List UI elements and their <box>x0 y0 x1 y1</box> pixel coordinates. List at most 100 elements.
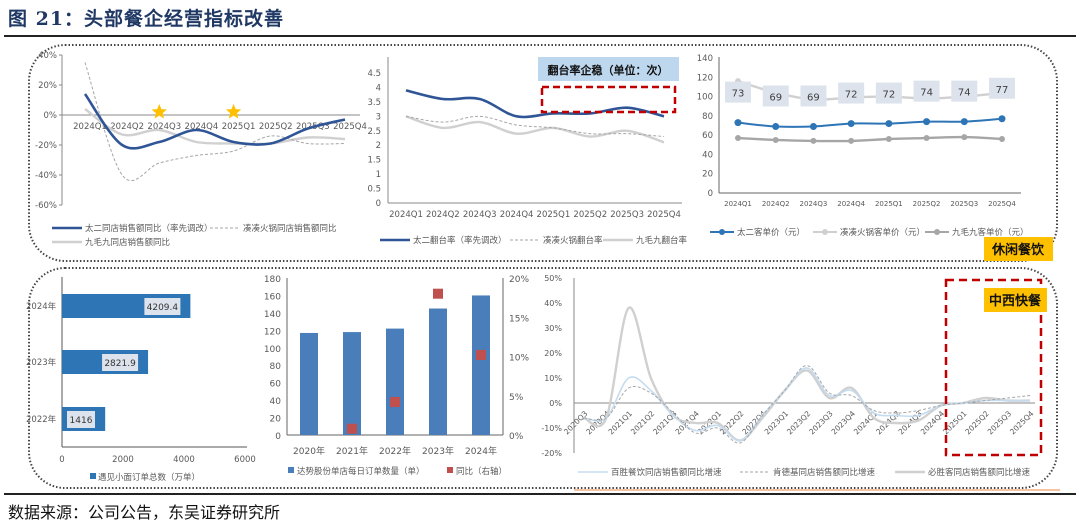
legend-item: 九毛九翻台率 <box>603 235 688 246</box>
data-label-box <box>762 85 789 107</box>
x-tick-label: 2025Q2 <box>913 200 941 208</box>
x-tick-label: 2025Q4 <box>1008 409 1036 437</box>
data-label-box <box>725 81 751 103</box>
data-label: 74 <box>920 88 933 99</box>
data-label-box <box>838 82 865 104</box>
y-tick-label: 0 <box>376 199 381 209</box>
x-tick-label: 2025Q4 <box>333 122 367 132</box>
legend-label: 同比（右轴） <box>456 466 507 477</box>
figure-title: 图 21：头部餐企经营指标改善 <box>8 8 285 30</box>
x-tick-label: 2024Q2 <box>426 210 460 220</box>
y-tick-label: 4 <box>376 83 381 93</box>
y2-tick-label: 10% <box>509 354 529 364</box>
series-line-0 <box>405 89 665 119</box>
x-tick-label: 2024Q3 <box>800 200 828 208</box>
x-tick-label: 4000 <box>173 455 195 465</box>
data-point <box>923 135 930 142</box>
legend-swatch <box>288 467 294 473</box>
x-tick-label: 2025Q2 <box>259 122 293 132</box>
y-tick-label: 2023年 <box>26 357 57 368</box>
data-point <box>999 136 1005 142</box>
yoy-marker <box>476 349 486 360</box>
y2-tick-label: 0% <box>509 432 524 442</box>
y2-tick-label: 15% <box>509 314 529 324</box>
data-label-box <box>989 77 1015 99</box>
legend-label: 九毛九客单价（元） <box>952 227 1029 238</box>
data-point <box>772 122 780 130</box>
x-tick-label: 2024Q1 <box>389 210 423 220</box>
series-line-1 <box>84 62 346 182</box>
x-tick-label: 2025Q4 <box>647 210 681 220</box>
y-tick-label: 20% <box>38 81 57 91</box>
data-label-box <box>913 80 940 102</box>
y-tick-label: 40 <box>270 397 282 407</box>
data-label-box <box>102 354 139 371</box>
data-label: 2821.9 <box>104 359 136 369</box>
y-tick-label: 1.5 <box>367 156 381 166</box>
badge-leisure-dining <box>984 237 1053 261</box>
data-point <box>734 119 742 127</box>
x-tick-label: 2020年 <box>293 445 325 457</box>
x-tick-label: 2024Q1 <box>724 200 752 208</box>
series-line-1 <box>583 364 1031 444</box>
y-tick-label: 20 <box>270 415 282 425</box>
x-tick-label: 2024Q3 <box>147 122 181 132</box>
top-panel-border <box>28 44 1058 262</box>
y-tick-label: -60% <box>35 201 57 211</box>
legend-label: 太二同店销售额同比（率先调改） <box>85 223 213 234</box>
y-tick-label: -40% <box>35 171 57 181</box>
y-tick-label: 120 <box>697 73 713 83</box>
data-label: 77 <box>996 85 1009 96</box>
legend-label: 太二翻台率（率先调改） <box>413 235 507 246</box>
data-label: 69 <box>807 92 820 103</box>
y-tick-label: 0% <box>549 399 562 408</box>
series-line-2 <box>84 108 346 146</box>
badge-label: 中西快餐 <box>989 293 1042 309</box>
y-tick-label: 2.5 <box>367 127 381 137</box>
highlight-star-icon <box>225 104 242 119</box>
legend-swatch <box>447 467 453 473</box>
legend-item: 太二翻台率（率先调改） <box>380 235 507 246</box>
data-point <box>847 120 855 128</box>
x-tick-label: 2024Q1 <box>73 122 107 132</box>
y-tick-label: 0 <box>708 189 713 199</box>
legend-item: 凑凑火锅翻台率 <box>510 235 603 246</box>
data-point <box>961 134 968 141</box>
y-tick-label: -20% <box>541 449 562 458</box>
legend-marker <box>934 229 940 235</box>
y-tick-label: 3.5 <box>367 98 381 108</box>
figure-source: 数据来源：公司公告，东吴证券研究所 <box>8 503 281 522</box>
data-point <box>772 136 779 143</box>
legend-item: 九毛九同店销售额同比 <box>52 237 170 248</box>
y-tick-label: 3 <box>376 112 381 122</box>
bar <box>386 328 404 435</box>
legend-label: 达势股份单店每日订单数量（单） <box>297 466 425 477</box>
y-tick-label: 80 <box>702 112 713 122</box>
data-label: 4209.4 <box>147 303 179 313</box>
legend-label: 百胜餐饮同店销售额同比增速 <box>611 467 722 478</box>
data-point <box>735 135 741 142</box>
y-tick-label: 40% <box>544 299 562 308</box>
data-label: 69 <box>769 92 782 103</box>
y2-tick-label: 5% <box>509 393 524 403</box>
y-tick-label: -20% <box>35 141 57 151</box>
x-tick-label: 2024Q4 <box>185 122 219 132</box>
bar <box>472 295 490 435</box>
data-point <box>923 118 931 126</box>
bottom-panel-border <box>28 267 1058 489</box>
bar <box>429 308 447 435</box>
data-point <box>848 137 855 144</box>
x-tick-label: 2022年 <box>379 445 411 457</box>
x-tick-label: 2025Q1 <box>222 122 256 132</box>
data-label-box <box>875 82 902 104</box>
data-label: 72 <box>845 90 858 101</box>
y-tick-label: 10% <box>544 374 562 383</box>
legend-label: 凑凑火锅客单价（元） <box>840 227 925 238</box>
y-tick-label: -10% <box>541 424 562 433</box>
yoy-marker <box>390 397 400 408</box>
bar <box>343 332 361 435</box>
y-tick-label: 2024年 <box>26 301 57 312</box>
data-point <box>885 120 893 128</box>
legend-item: 肯德基同店销售额同比增速 <box>740 467 876 478</box>
legend-label: 必胜客同店销售额同比增速 <box>928 467 1031 478</box>
